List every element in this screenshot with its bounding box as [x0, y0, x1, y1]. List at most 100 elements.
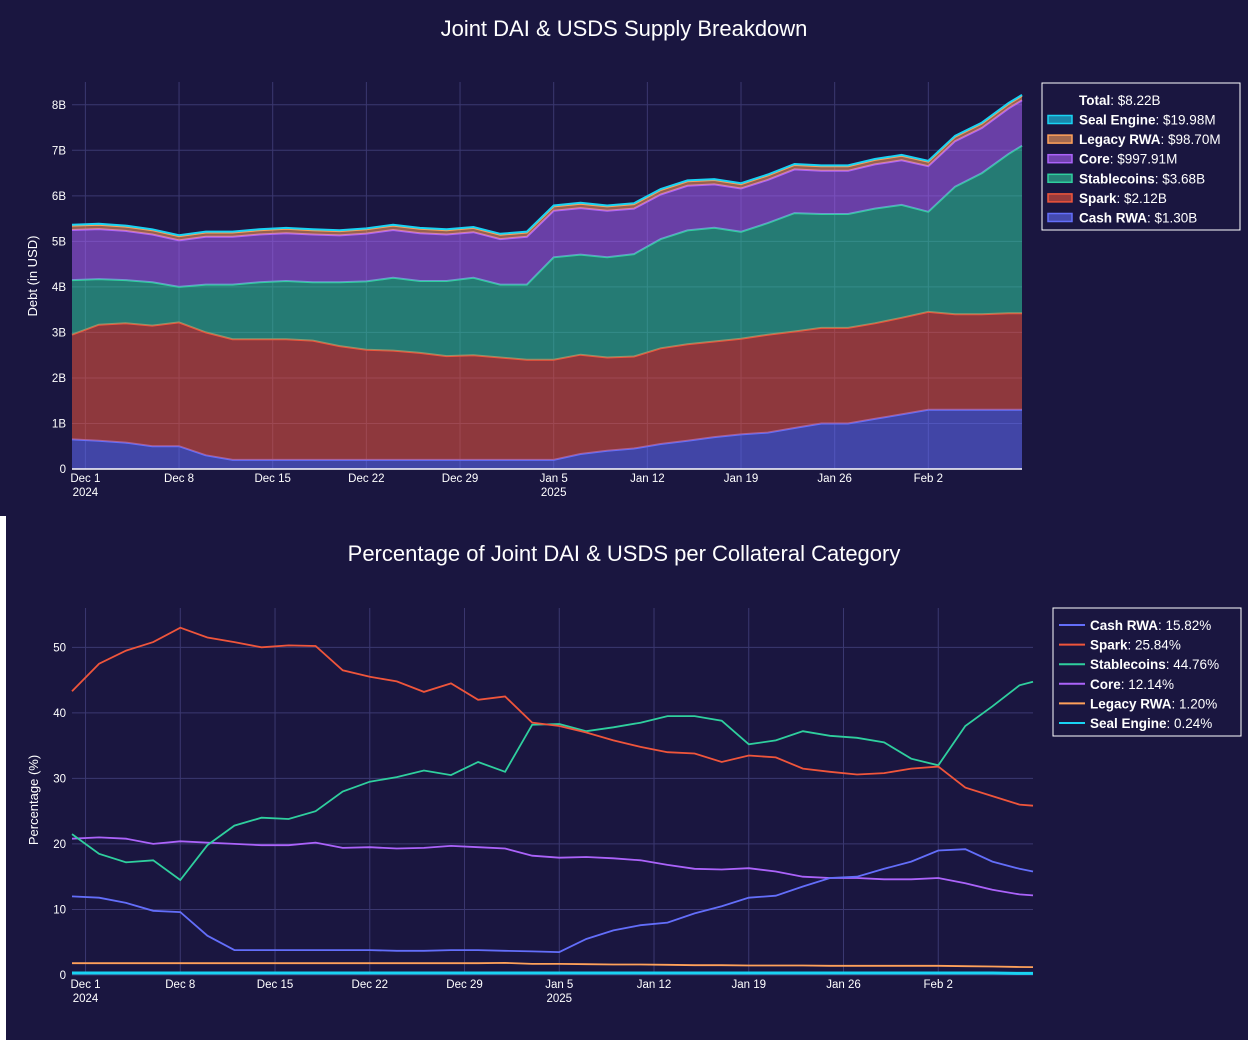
y-axis-label: Debt (in USD)	[25, 236, 40, 317]
legend-swatch	[1047, 212, 1073, 223]
legend-label: Spark: 25.84%	[1090, 638, 1181, 653]
y-tick-label: 30	[53, 773, 66, 785]
area-edge-seal-engine	[71, 94, 1023, 237]
legend-item-seal-engine[interactable]: Seal Engine: $19.98M	[1047, 113, 1216, 128]
line-cash-rwa[interactable]	[71, 848, 1034, 954]
x-tick-sublabel: 2024	[73, 487, 99, 499]
legend-label: Cash RWA: 15.82%	[1090, 618, 1211, 633]
legend-label: Legacy RWA: 1.20%	[1090, 696, 1217, 711]
legend-item-legacy-rwa[interactable]: Legacy RWA: 1.20%	[1059, 696, 1217, 711]
x-tick-label: Dec 8	[164, 473, 194, 485]
legend-item-spark[interactable]: Spark: $2.12B	[1047, 191, 1167, 206]
area-cash-rwa[interactable]	[72, 409, 1022, 469]
x-tick-label: Feb 2	[914, 473, 943, 485]
legend-item-seal-engine[interactable]: Seal Engine: 0.24%	[1059, 716, 1212, 731]
panel-divider	[0, 516, 6, 1040]
area-legacy-rwa[interactable]	[72, 95, 1022, 241]
x-tick-label: Jan 12	[637, 979, 672, 991]
y-tick-label: 50	[53, 642, 66, 654]
legend-label: Legacy RWA: $98.70M	[1079, 132, 1221, 147]
x-tick-sublabel: 2025	[546, 993, 572, 1005]
legend-label: Core: $997.91M	[1079, 152, 1177, 167]
area-stablecoins[interactable]	[72, 145, 1022, 360]
y-tick-label: 10	[53, 904, 66, 916]
x-tick-label: Dec 15	[254, 473, 290, 485]
legend-total: Total: $8.22B	[1079, 93, 1161, 108]
x-tick-label: Jan 26	[817, 473, 852, 485]
y-tick-label: 5B	[52, 236, 66, 248]
x-tick-label: Dec 22	[352, 979, 388, 991]
area-core[interactable]	[72, 100, 1022, 287]
legend-label: Spark: $2.12B	[1079, 191, 1167, 206]
x-tick-label: Feb 2	[924, 979, 953, 991]
area-series-group	[71, 94, 1023, 470]
legend-item-spark[interactable]: Spark: 25.84%	[1059, 638, 1181, 653]
legend-item-core[interactable]: Core: 12.14%	[1059, 677, 1174, 692]
grid	[72, 608, 1033, 976]
x-axis-ticks: Dec 1 2024 Dec 8 Dec 15 Dec 22 Dec 29 Jan 5 202…	[71, 979, 953, 1005]
legend-swatch	[1047, 153, 1073, 164]
legend-box	[1052, 607, 1242, 737]
legend-label: Seal Engine: $19.98M	[1079, 113, 1216, 128]
legend-label: Seal Engine: 0.24%	[1090, 716, 1212, 731]
legend-item-stablecoins[interactable]: Stablecoins: $3.68B	[1047, 171, 1205, 186]
y-axis-ticks: 0 10 20 30 40 50	[53, 642, 66, 982]
y-axis-ticks: 0 1B 2B 3B 4B 5B 6B 7B 8B	[52, 100, 66, 476]
legend-item-cash-rwa[interactable]: Cash RWA: $1.30B	[1047, 211, 1197, 226]
area-spark[interactable]	[72, 311, 1022, 460]
y-tick-label: 20	[53, 839, 66, 851]
x-tick-label: Dec 8	[165, 979, 195, 991]
y-tick-label: 8B	[52, 100, 66, 112]
x-tick-label: Jan 19	[731, 979, 766, 991]
line-legacy-rwa[interactable]	[72, 961, 1034, 968]
legend-label: Core: 12.14%	[1090, 677, 1174, 692]
x-tick-sublabel: 2024	[73, 993, 99, 1005]
legend[interactable]: Cash RWA: 15.82% Spark: 25.84% Stablecoins…	[1052, 607, 1242, 737]
legend-swatch	[1047, 134, 1073, 144]
x-tick-label: Dec 1	[71, 979, 101, 991]
legend-swatch	[1047, 193, 1073, 203]
y-tick-label: 7B	[52, 145, 66, 157]
y-tick-label: 40	[53, 708, 66, 720]
x-tick-label: Dec 15	[257, 979, 293, 991]
legend-label: Cash RWA: $1.30B	[1079, 211, 1197, 226]
line-stablecoins[interactable]	[71, 680, 1034, 882]
x-tick-label: Dec 1	[70, 473, 100, 485]
x-tick-label: Dec 29	[446, 979, 482, 991]
y-tick-label: 1B	[52, 418, 66, 430]
x-tick-label: Jan 26	[826, 979, 861, 991]
x-tick-label: Jan 5	[545, 979, 573, 991]
legend-item-core[interactable]: Core: $997.91M	[1047, 152, 1177, 167]
y-axis-label: Percentage (%)	[26, 755, 41, 845]
legend-item-legacy-rwa[interactable]: Legacy RWA: $98.70M	[1047, 132, 1221, 147]
legend-label: Stablecoins: 44.76%	[1090, 657, 1219, 672]
y-tick-label: 3B	[52, 327, 66, 339]
line-core[interactable]	[71, 836, 1034, 897]
y-tick-label: 4B	[52, 282, 66, 294]
chart-percentage: Percentage of Joint DAI & USDS per Colla…	[26, 541, 1242, 1005]
chart-supply-breakdown: Joint DAI & USDS Supply Breakdown Dec 1 2…	[25, 16, 1241, 499]
line-series-group	[71, 626, 1034, 975]
legend-item-stablecoins[interactable]: Stablecoins: 44.76%	[1059, 657, 1219, 672]
y-tick-label: 0	[60, 464, 66, 476]
legend-item-cash-rwa[interactable]: Cash RWA: 15.82%	[1059, 618, 1211, 633]
y-tick-label: 0	[60, 970, 66, 982]
line-spark[interactable]	[71, 626, 1034, 807]
x-tick-sublabel: 2025	[541, 487, 567, 499]
y-tick-label: 2B	[52, 373, 66, 385]
x-tick-label: Jan 12	[630, 473, 665, 485]
legend-label: Stablecoins: $3.68B	[1079, 171, 1205, 186]
legend-swatch	[1047, 114, 1073, 125]
x-tick-label: Dec 29	[442, 473, 478, 485]
x-tick-label: Jan 5	[540, 473, 568, 485]
x-axis-ticks: Dec 1 2024 Dec 8 Dec 15 Dec 22 Dec 29 Jan 5 202…	[70, 473, 943, 499]
x-tick-label: Dec 22	[348, 473, 384, 485]
x-tick-label: Jan 19	[724, 473, 759, 485]
chart-title: Percentage of Joint DAI & USDS per Colla…	[348, 541, 901, 566]
legend-box	[1041, 82, 1241, 231]
chart-title: Joint DAI & USDS Supply Breakdown	[441, 16, 808, 41]
y-tick-label: 6B	[52, 191, 66, 203]
legend[interactable]: Total: $8.22B Seal Engine: $19.98M Legacy …	[1041, 82, 1241, 231]
legend-swatch	[1047, 173, 1073, 184]
